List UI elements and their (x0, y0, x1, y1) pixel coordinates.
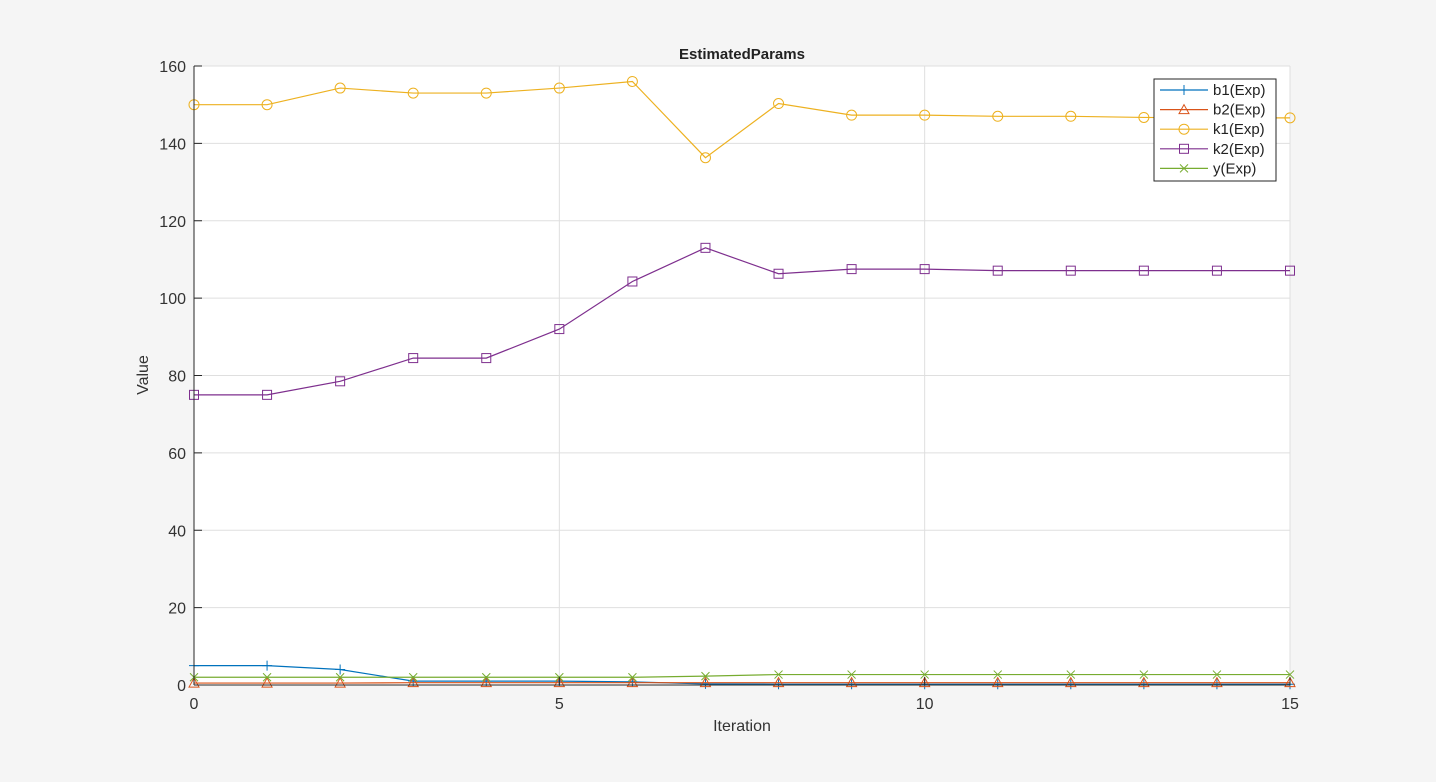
legend: b1(Exp) b2(Exp) k1(Exp) k2(Exp) y(Exp) (1154, 79, 1276, 181)
legend-label: k2(Exp) (1213, 141, 1265, 158)
x-tick-label: 15 (1281, 696, 1299, 713)
legend-label: b1(Exp) (1213, 82, 1266, 99)
legend-label: k1(Exp) (1213, 121, 1265, 138)
y-tick-label: 120 (159, 214, 186, 231)
chart-title: EstimatedParams (679, 46, 805, 63)
x-tick-label: 10 (916, 696, 934, 713)
legend-label: b2(Exp) (1213, 102, 1266, 119)
x-tick-label: 5 (555, 696, 564, 713)
x-axis-label: Iteration (713, 718, 771, 735)
y-tick-label: 20 (168, 601, 186, 618)
y-tick-label: 60 (168, 446, 186, 463)
legend-label: y(Exp) (1213, 160, 1256, 177)
y-axis-label: Value (135, 355, 152, 395)
x-tick-label: 0 (190, 696, 199, 713)
y-tick-label: 40 (168, 523, 186, 540)
y-tick-label: 80 (168, 369, 186, 386)
y-tick-label: 140 (159, 136, 186, 153)
y-tick-label: 0 (177, 678, 186, 695)
y-tick-label: 100 (159, 291, 186, 308)
y-tick-label: 160 (159, 59, 186, 76)
